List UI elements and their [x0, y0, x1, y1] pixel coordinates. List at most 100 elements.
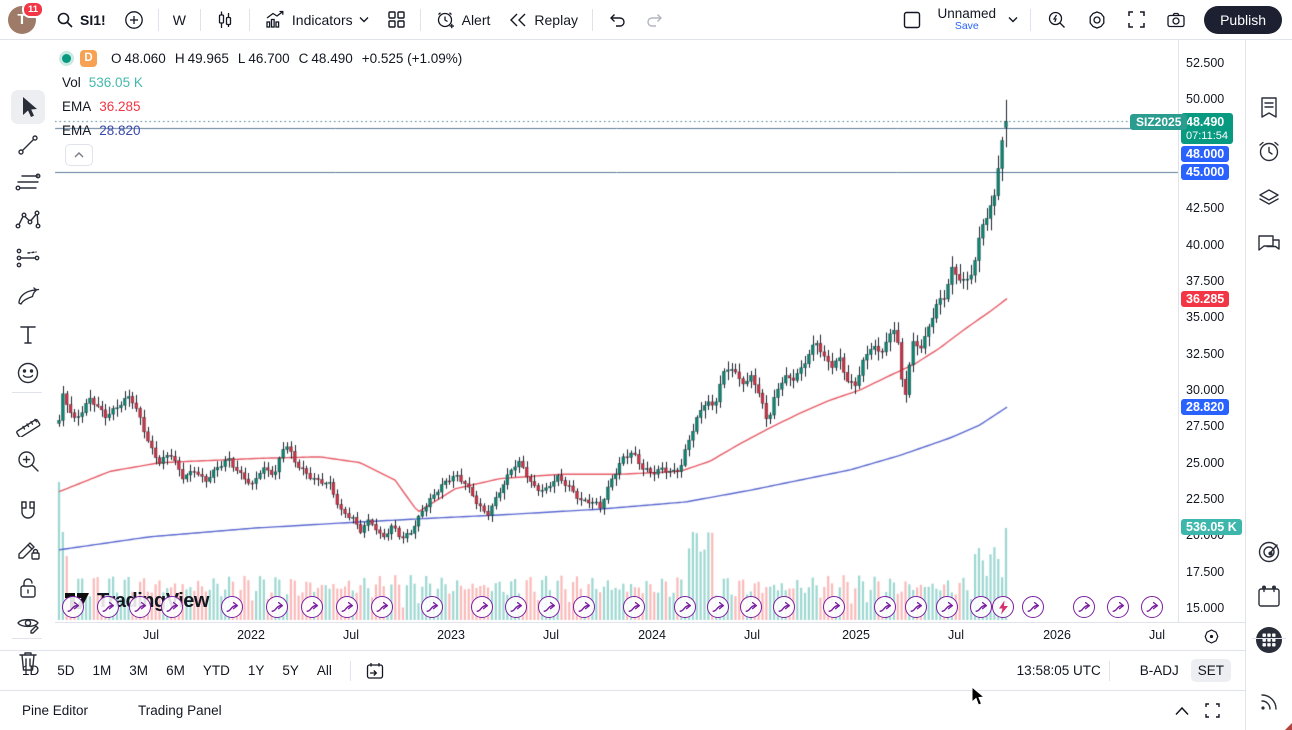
contract-roll-marker[interactable]	[221, 596, 243, 618]
range-5d-button[interactable]: 5D	[57, 663, 75, 678]
sidebar-chat-button[interactable]	[1253, 228, 1285, 260]
contract-roll-marker[interactable]	[905, 596, 927, 618]
contract-roll-marker[interactable]	[301, 596, 323, 618]
range-1m-button[interactable]: 1M	[92, 663, 112, 678]
legend-collapse-button[interactable]	[65, 144, 93, 166]
range-all-button[interactable]: All	[316, 663, 332, 678]
contract-roll-marker[interactable]	[1022, 596, 1044, 618]
tool-emoji[interactable]	[11, 356, 45, 390]
sidebar-watchlist-button[interactable]	[1253, 92, 1285, 124]
redo-button[interactable]	[637, 5, 673, 35]
chart-type-button[interactable]	[207, 5, 243, 35]
layout-select-button[interactable]	[894, 5, 930, 35]
camera-icon	[1166, 11, 1186, 29]
contract-roll-marker[interactable]	[336, 596, 358, 618]
contract-roll-marker[interactable]	[1141, 596, 1163, 618]
contract-roll-marker[interactable]	[823, 596, 845, 618]
interval-button[interactable]: W	[165, 5, 194, 35]
contract-roll-marker[interactable]	[623, 596, 645, 618]
tool-zoom-in[interactable]	[11, 444, 45, 478]
time-axis[interactable]: Jul 2022 Jul 2023 Jul 2024 Jul 2025 Jul 2026 Jul	[55, 622, 1245, 650]
tool-magnet[interactable]	[11, 495, 45, 529]
contract-roll-marker[interactable]	[266, 596, 288, 618]
symbol-search-button[interactable]: SI1!	[48, 5, 114, 35]
range-5y-button[interactable]: 5Y	[282, 663, 299, 678]
tool-draw-edit[interactable]	[11, 533, 45, 567]
tab-pine-editor[interactable]: Pine Editor	[22, 703, 89, 718]
compare-add-button[interactable]	[116, 5, 152, 35]
adjust-mode-button[interactable]: B-ADJ	[1139, 663, 1179, 678]
tool-fib-lines[interactable]	[11, 166, 45, 200]
axis-settings-icon[interactable]	[1203, 628, 1220, 650]
contract-roll-marker[interactable]	[421, 596, 443, 618]
volume-value: 536.05 K	[88, 74, 143, 90]
sidebar-broker-signal-button[interactable]	[1253, 686, 1285, 718]
replay-button[interactable]: Replay	[500, 5, 586, 35]
tool-brush[interactable]	[11, 280, 45, 314]
layout-menu-chevron[interactable]	[1004, 5, 1022, 35]
contract-roll-marker[interactable]	[538, 596, 560, 618]
clock-utc[interactable]: 13:58:05 UTC	[1016, 663, 1101, 678]
sidebar-apps-grid-button[interactable]	[1253, 624, 1285, 656]
indicators-button[interactable]: Indicators	[256, 5, 377, 35]
contract-roll-marker[interactable]	[471, 596, 493, 618]
contract-roll-marker[interactable]	[161, 596, 183, 618]
tool-cursor[interactable]	[11, 90, 45, 124]
interval-badge[interactable]: D	[80, 49, 97, 67]
quick-search-button[interactable]	[1039, 5, 1075, 35]
settings-button[interactable]	[1079, 5, 1115, 35]
tool-forecast[interactable]	[11, 242, 45, 276]
contract-switch-marker[interactable]	[992, 596, 1014, 618]
contract-roll-marker[interactable]	[371, 596, 393, 618]
legend-main-row[interactable]: D O 48.060 H 49.965 L 46.700 C 48.490 +0.525 (+1…	[62, 48, 465, 68]
contract-roll-marker[interactable]	[970, 596, 992, 618]
expand-panel-button[interactable]	[1174, 706, 1190, 716]
contract-roll-marker[interactable]	[773, 596, 795, 618]
contract-roll-marker[interactable]	[573, 596, 595, 618]
tool-hide-drawings[interactable]	[11, 608, 45, 642]
contract-roll-marker[interactable]	[740, 596, 762, 618]
chat-icon	[1255, 230, 1283, 258]
layout-name-button[interactable]: Unnamed Save	[934, 6, 1001, 32]
user-avatar[interactable]: T 11	[8, 0, 44, 34]
tab-trading-panel[interactable]: Trading Panel	[138, 703, 222, 718]
sidebar-divider	[1252, 638, 1286, 639]
fullscreen-button[interactable]	[1119, 5, 1154, 35]
alert-button[interactable]: Alert	[427, 5, 499, 35]
contract-roll-marker[interactable]	[505, 596, 527, 618]
contract-roll-marker[interactable]	[129, 596, 151, 618]
maximize-panel-button[interactable]	[1204, 702, 1221, 719]
range-1y-button[interactable]: 1Y	[247, 663, 265, 678]
price-axis[interactable]: 52.500 50.000 42.500 40.000 37.500 35.000 32.5…	[1178, 40, 1245, 622]
contract-roll-marker[interactable]	[674, 596, 696, 618]
contract-roll-marker[interactable]	[707, 596, 729, 618]
contract-roll-marker[interactable]	[97, 596, 119, 618]
tool-ruler[interactable]	[11, 406, 45, 440]
tool-text[interactable]	[11, 318, 45, 352]
sidebar-radar-button[interactable]	[1253, 536, 1285, 568]
tool-pattern[interactable]	[11, 203, 45, 237]
undo-button[interactable]	[599, 5, 635, 35]
settlement-button[interactable]: SET	[1190, 659, 1231, 682]
sidebar-alerts-clock-button[interactable]	[1253, 136, 1285, 168]
contract-roll-marker[interactable]	[936, 596, 958, 618]
sidebar-calendar-button[interactable]	[1253, 581, 1285, 613]
sidebar-layers-button[interactable]	[1253, 180, 1285, 212]
legend-ema-fast-row[interactable]: EMA 36.285	[62, 96, 465, 116]
tool-trend-line[interactable]	[11, 128, 45, 162]
tool-lock[interactable]	[11, 571, 45, 605]
publish-button[interactable]: Publish	[1204, 5, 1282, 34]
contract-roll-marker[interactable]	[1107, 596, 1129, 618]
indicator-templates-button[interactable]	[379, 5, 414, 35]
range-3m-button[interactable]: 3M	[129, 663, 149, 678]
range-ytd-button[interactable]: YTD	[202, 663, 230, 678]
go-to-date-button[interactable]	[359, 656, 391, 686]
legend-volume-row[interactable]: Vol 536.05 K	[62, 72, 465, 92]
contract-roll-marker[interactable]	[874, 596, 896, 618]
legend-ema-slow-row[interactable]: EMA 28.820	[62, 120, 465, 140]
tool-trash[interactable]	[11, 644, 45, 678]
range-6m-button[interactable]: 6M	[166, 663, 185, 678]
contract-roll-marker[interactable]	[1073, 596, 1095, 618]
contract-roll-marker[interactable]	[62, 596, 84, 618]
screenshot-button[interactable]	[1158, 5, 1194, 35]
